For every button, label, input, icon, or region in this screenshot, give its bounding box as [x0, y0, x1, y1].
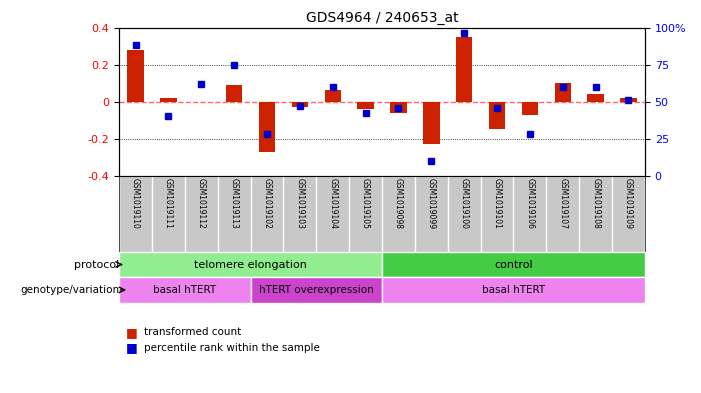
Text: telomere elongation: telomere elongation [194, 259, 307, 270]
Text: GSM1019098: GSM1019098 [394, 178, 403, 229]
Text: basal hTERT: basal hTERT [482, 285, 545, 295]
Text: GSM1019102: GSM1019102 [263, 178, 271, 229]
Text: GSM1019110: GSM1019110 [131, 178, 140, 229]
Bar [119, 252, 382, 277]
Text: transformed count: transformed count [144, 327, 241, 337]
Bar [259, 101, 275, 152]
Bar [128, 50, 144, 101]
Text: GSM1019101: GSM1019101 [493, 178, 501, 229]
Text: genotype/variation: genotype/variation [20, 285, 119, 295]
Bar [292, 101, 308, 107]
Text: ■: ■ [126, 341, 138, 354]
Text: GSM1019109: GSM1019109 [624, 178, 633, 229]
Bar [382, 252, 645, 277]
Bar [390, 101, 407, 113]
Bar [456, 37, 472, 101]
Bar [587, 94, 604, 101]
Text: ■: ■ [126, 325, 138, 339]
Text: GSM1019105: GSM1019105 [361, 178, 370, 229]
Bar [522, 101, 538, 114]
Text: protocol: protocol [74, 259, 119, 270]
Text: GSM1019107: GSM1019107 [558, 178, 567, 229]
Text: GSM1019108: GSM1019108 [591, 178, 600, 229]
Text: hTERT overexpression: hTERT overexpression [259, 285, 374, 295]
Bar [423, 101, 440, 144]
Bar [161, 98, 177, 101]
Text: GSM1019103: GSM1019103 [295, 178, 304, 229]
Text: GSM1019113: GSM1019113 [230, 178, 238, 229]
Bar [358, 101, 374, 109]
Bar [226, 85, 243, 101]
Text: GSM1019111: GSM1019111 [164, 178, 173, 229]
Text: basal hTERT: basal hTERT [154, 285, 217, 295]
Text: GSM1019112: GSM1019112 [197, 178, 206, 229]
Bar [325, 90, 341, 101]
Bar [119, 277, 251, 303]
Bar [251, 277, 382, 303]
Bar [620, 98, 637, 101]
Text: GSM1019106: GSM1019106 [526, 178, 534, 229]
Bar [382, 277, 645, 303]
Text: GSM1019100: GSM1019100 [460, 178, 469, 229]
Text: GSM1019099: GSM1019099 [427, 178, 436, 229]
Text: GSM1019104: GSM1019104 [328, 178, 337, 229]
Title: GDS4964 / 240653_at: GDS4964 / 240653_at [306, 11, 458, 25]
Text: percentile rank within the sample: percentile rank within the sample [144, 343, 320, 353]
Bar [489, 101, 505, 129]
Bar [554, 83, 571, 101]
Text: control: control [494, 259, 533, 270]
